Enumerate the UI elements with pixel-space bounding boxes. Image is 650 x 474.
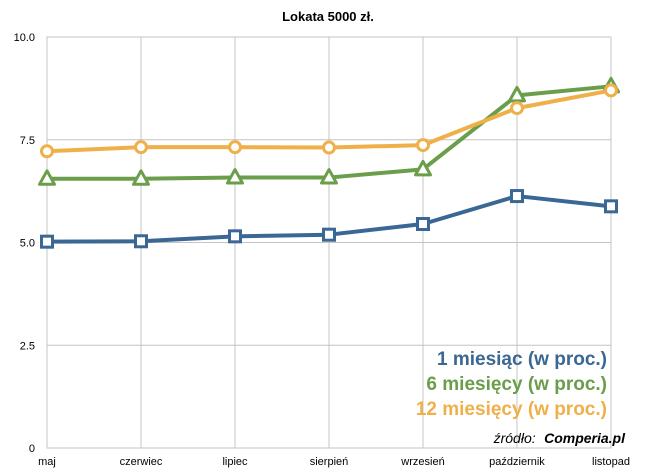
data-point-triangle [508, 85, 526, 103]
source-label: źródło: [493, 430, 536, 446]
data-point-square [228, 229, 242, 244]
data-point-circle [510, 101, 524, 116]
x-axis-ticks: maj czerwiec lipiec sierpień wrzesień paździe… [38, 456, 630, 468]
x-tick-label: listopad [592, 456, 630, 468]
data-point-circle [40, 144, 54, 159]
legend-entry-3: 12 miesięcy (w proc.) [416, 399, 607, 420]
series-group [38, 76, 620, 249]
source-note: źródło: Comperia.pl [493, 430, 626, 447]
data-point-square [40, 234, 54, 249]
y-tick-label: 7.5 [20, 135, 35, 147]
source-value: Comperia.pl [544, 430, 626, 446]
data-point-circle [134, 140, 148, 155]
y-tick-label: 10.0 [14, 32, 35, 44]
data-point-square [604, 199, 618, 214]
series-1 [40, 189, 618, 249]
data-point-circle [322, 140, 336, 155]
data-point-circle [416, 138, 430, 153]
data-point-triangle [226, 168, 244, 185]
x-tick-label: maj [38, 456, 56, 468]
data-point-triangle [414, 159, 432, 177]
x-tick-label: wrzesień [400, 456, 444, 468]
data-point-triangle [320, 168, 338, 185]
data-point-triangle [38, 169, 56, 186]
data-point-square [510, 189, 524, 204]
y-tick-label: 5.0 [20, 238, 35, 250]
y-tick-label: 0 [29, 443, 35, 455]
data-point-square [322, 227, 336, 242]
data-point-circle [604, 83, 618, 98]
y-tick-label: 2.5 [20, 340, 35, 352]
data-point-square [416, 217, 430, 232]
legend: 1 miesiąc (w proc.) 6 miesięcy (w proc.) 1… [416, 349, 607, 420]
y-axis-ticks: 0 2.5 5.0 7.5 10.0 [14, 32, 35, 455]
x-tick-label: październik [489, 456, 545, 468]
chart-title: Lokata 5000 zł. [282, 9, 374, 24]
x-tick-label: sierpień [310, 456, 349, 468]
data-point-circle [228, 140, 242, 155]
legend-entry-1: 1 miesiąc (w proc.) [437, 349, 607, 370]
legend-entry-2: 6 miesięcy (w proc.) [426, 374, 607, 395]
x-tick-label: lipiec [222, 456, 248, 468]
x-tick-label: czerwiec [120, 456, 163, 468]
series-3 [40, 83, 618, 159]
data-point-triangle [132, 169, 150, 186]
data-point-square [134, 234, 148, 249]
